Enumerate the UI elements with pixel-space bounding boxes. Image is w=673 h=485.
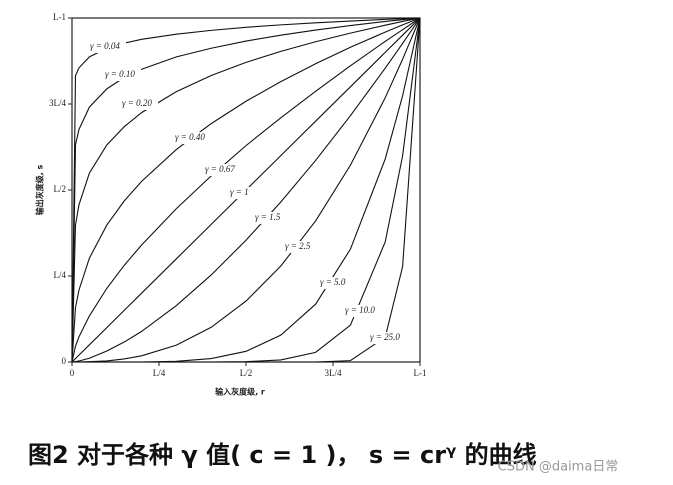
y-tick-label: 0 xyxy=(62,356,67,366)
gamma-curve xyxy=(72,17,421,363)
curve-label: γ = 1.5 xyxy=(255,212,281,222)
y-tick-label: 3L/4 xyxy=(49,98,66,108)
curve-label: γ = 0.04 xyxy=(90,41,120,51)
curve-label: γ = 5.0 xyxy=(320,277,346,287)
curve-label-bg xyxy=(203,164,241,176)
curve-label: γ = 0.40 xyxy=(175,132,205,142)
y-tick-label: L/2 xyxy=(54,184,67,194)
watermark: CSDN @daima日常 xyxy=(498,460,619,475)
curve-label-bg xyxy=(283,241,321,253)
curve-label-bg xyxy=(88,41,126,53)
gamma-curve xyxy=(71,17,421,363)
curve-label-bg xyxy=(228,187,266,199)
gamma-curve xyxy=(71,17,421,363)
curve-label-bg xyxy=(343,305,381,317)
curve-label-bg xyxy=(103,69,141,81)
curve-label-bg xyxy=(120,98,158,110)
y-axis-label: 输出灰度级, s xyxy=(35,164,45,215)
x-tick-label: 0 xyxy=(70,368,75,378)
x-tick-label: L/2 xyxy=(240,368,253,378)
caption: 图2 对于各种 γ 值( c = 1 )， s = crᵞ 的曲线 xyxy=(28,441,537,469)
x-tick-label: L-1 xyxy=(414,368,427,378)
y-tick-label: L-1 xyxy=(53,12,66,22)
curve-label: γ = 0.10 xyxy=(105,69,135,79)
y-tick-label: L/4 xyxy=(54,270,67,280)
curve-label-bg xyxy=(368,332,406,344)
gamma-curve xyxy=(71,17,421,363)
gamma-curve xyxy=(71,17,421,363)
curve-label: γ = 0.67 xyxy=(205,164,235,174)
gamma-curve xyxy=(71,17,421,363)
curve-label-bg xyxy=(173,132,211,144)
curve-label: γ = 25.0 xyxy=(370,332,400,342)
x-axis-label: 输入灰度级, r xyxy=(215,387,265,397)
curve-label: γ = 0.20 xyxy=(122,98,152,108)
gamma-curve xyxy=(71,17,421,363)
curve-label-bg xyxy=(253,212,291,224)
curve-label: γ = 10.0 xyxy=(345,305,375,315)
curve-label: γ = 2.5 xyxy=(285,241,311,251)
x-tick-label: L/4 xyxy=(153,368,166,378)
curve-label: γ = 1 xyxy=(230,187,249,197)
x-tick-label: 3L/4 xyxy=(325,368,342,378)
curve-label-bg xyxy=(318,277,356,289)
